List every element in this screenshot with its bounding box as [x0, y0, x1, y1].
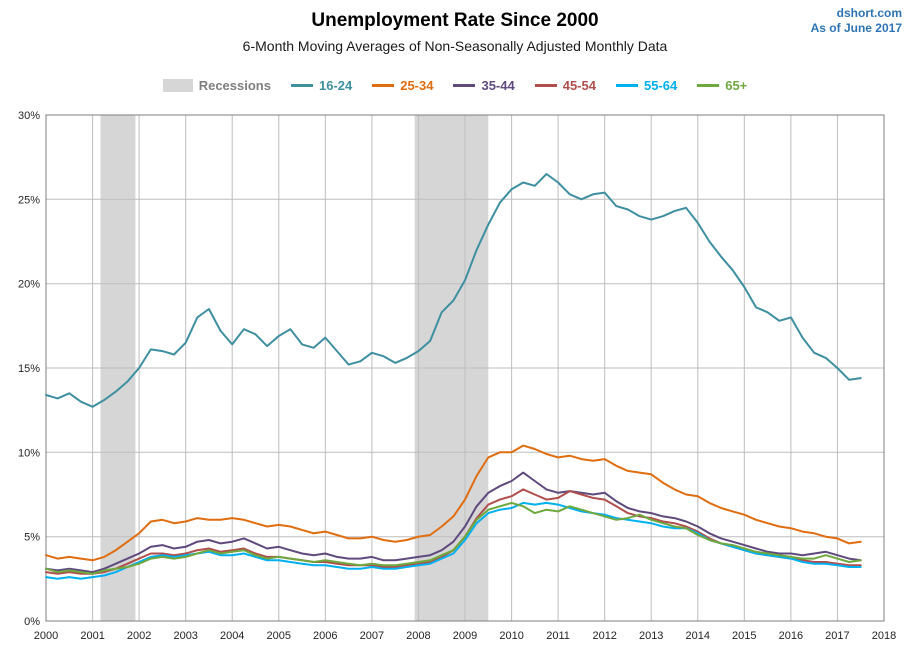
y-axis-tick-label: 20%	[18, 279, 40, 291]
chart-subtitle: 6-Month Moving Averages of Non-Seasonall…	[242, 38, 668, 54]
y-axis-tick-label: 0%	[24, 616, 40, 628]
series-swatch-65+	[697, 84, 720, 87]
x-axis-tick-label: 2008	[406, 630, 430, 642]
plot-border	[45, 114, 885, 622]
y-axis-tick-label: 10%	[18, 447, 40, 459]
legend-label-recessions: Recessions	[198, 78, 271, 93]
x-axis-tick-label: 2010	[499, 630, 523, 642]
series-line-16-24	[45, 173, 862, 408]
recessions-swatch	[162, 79, 193, 92]
legend-label-16-24: 16-24	[318, 78, 353, 93]
y-axis-tick-label: 25%	[18, 194, 40, 206]
line-chart: 0% 5% 10% 15% 20% 25% 30% 2000 2001 2002 2003 2004 2…	[18, 110, 896, 642]
series-line-65+	[45, 501, 862, 575]
series-swatch-45-54	[534, 84, 557, 87]
legend-item-35-44: 35-44	[453, 78, 515, 93]
legend-item-16-24: 16-24	[290, 78, 353, 93]
series-swatch-25-34	[372, 84, 395, 87]
chart-title: Unemployment Rate Since 2000	[311, 10, 599, 31]
y-axis-tick-label: 5%	[24, 532, 40, 544]
x-axis-tick-label: 2002	[127, 630, 151, 642]
legend-item-25-34: 25-34	[372, 78, 433, 93]
x-axis-tick-label: 2000	[34, 630, 58, 642]
series-swatch-35-44	[453, 84, 476, 87]
x-axis-tick-label: 2001	[80, 630, 104, 642]
x-axis-tick-label: 2018	[872, 630, 896, 642]
legend-item-recessions: Recessions	[162, 78, 271, 93]
x-axis-tick-label: 2016	[779, 630, 803, 642]
x-axis-tick-label: 2003	[173, 630, 197, 642]
legend-label-45-54: 45-54	[562, 78, 596, 93]
x-axis-tick-label: 2004	[220, 630, 244, 642]
series-line-25-34	[45, 444, 862, 562]
series-line-35-44	[45, 471, 862, 574]
x-axis-tick-label: 2011	[546, 630, 570, 642]
x-axis-tick-label: 2006	[313, 630, 337, 642]
x-axis-tick-label: 2015	[732, 630, 756, 642]
series-swatch-55-64	[615, 84, 638, 87]
legend-item-55-64: 55-64	[615, 78, 678, 93]
y-axis-tick-label: 15%	[18, 363, 40, 375]
x-axis-tick-label: 2012	[592, 630, 616, 642]
y-axis-tick-label: 30%	[18, 110, 40, 122]
legend-item-65+: 65+	[697, 78, 747, 93]
series-swatch-16-24	[290, 84, 313, 87]
x-axis-tick-label: 2009	[453, 630, 477, 642]
legend-label-25-34: 25-34	[400, 78, 434, 93]
x-axis-tick-label: 2005	[267, 630, 291, 642]
x-axis-tick-label: 2013	[639, 630, 663, 642]
as-of-date: As of June 2017	[810, 21, 902, 35]
x-axis-tick-label: 2007	[360, 630, 384, 642]
x-axis-tick-label: 2017	[825, 630, 849, 642]
legend-item-45-54: 45-54	[534, 78, 596, 93]
x-axis-tick-label: 2014	[686, 630, 710, 642]
chart-legend: Recessions 16-24 25-34 35-44 45-54 55-64 65+	[0, 78, 910, 93]
watermark: dshort.com As of June 2017	[811, 6, 902, 36]
legend-label-55-64: 55-64	[643, 78, 678, 93]
legend-label-35-44: 35-44	[481, 78, 515, 93]
legend-label-65+: 65+	[725, 78, 748, 93]
source-link[interactable]: dshort.com	[836, 6, 902, 20]
